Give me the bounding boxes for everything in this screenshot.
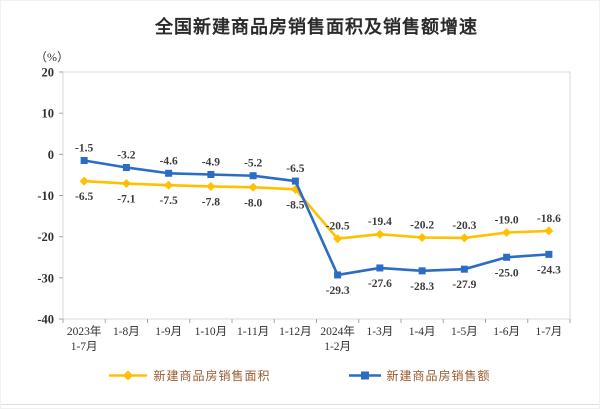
legend-item-sales-amount: 新建商品房销售额 (348, 367, 491, 384)
data-point-marker (375, 229, 385, 239)
square-marker-icon (360, 371, 369, 380)
data-point-marker (207, 171, 215, 179)
data-point-label: -3.2 (117, 150, 135, 162)
series-sales-amount: -1.5 -3.2 -4.6 -4.9 -5.2 -6.5 -29.3 -27.6 -28.3 -… (75, 143, 561, 297)
data-point-label: -7.5 (160, 195, 178, 207)
legend-label-sales-amount: 新建商品房销售额 (386, 369, 491, 383)
x-axis-label: 1-9月 (155, 326, 182, 338)
data-point-marker (418, 267, 426, 275)
data-point-marker (460, 265, 468, 273)
x-axis-label: 1-8月 (113, 326, 140, 338)
data-point-marker (376, 264, 384, 272)
data-point-label: -7.1 (117, 194, 135, 206)
data-point-marker (164, 180, 174, 190)
data-point-label: -8.0 (244, 197, 262, 209)
data-point-label: -29.3 (326, 285, 350, 297)
data-point-marker (79, 176, 89, 186)
x-axis-label: 1-12月 (279, 326, 312, 338)
data-point-label: -18.6 (537, 213, 561, 225)
x-axis-label: 2023年 1-7月 (67, 324, 102, 353)
data-point-marker (333, 234, 343, 244)
series-line (82, 179, 551, 241)
line-chart: 20 10 0 -10 -20 -30 -40 2023年 1-7月 1-8月 1-9月 1-10月 1… (37, 66, 571, 353)
data-point-marker (334, 271, 342, 279)
x-axis-label: 1-7月 (535, 326, 562, 338)
sales-area-legend-marker-icon (109, 370, 148, 381)
data-point-label: -4.9 (202, 157, 220, 169)
data-point-label: -5.2 (244, 158, 262, 170)
data-point-marker (249, 172, 257, 180)
data-point-marker (80, 157, 88, 165)
data-point-marker (206, 181, 216, 191)
data-point-label: -27.6 (368, 278, 392, 290)
data-point-label: -25.0 (495, 267, 519, 279)
y-axis-label: 10 (42, 107, 55, 121)
series-sales-area: -6.5 -7.1 -7.5 -7.8 -8.0 -8.5 -20.5 -19.4 -20.2 -… (75, 176, 561, 244)
data-point-label: -19.4 (368, 216, 392, 228)
data-point-label: -6.5 (75, 191, 93, 203)
y-axis-label: -30 (37, 271, 54, 285)
data-point-label: -20.5 (326, 221, 350, 233)
data-point-marker (248, 182, 258, 192)
data-point-marker (121, 179, 131, 189)
x-axis-label: 1-10月 (195, 326, 228, 338)
data-point-label: -20.2 (410, 219, 434, 231)
series-line (82, 159, 551, 277)
y-axis-unit-label: （%） (35, 50, 69, 64)
plot-border (62, 71, 571, 320)
data-point-marker (122, 164, 130, 172)
data-point-marker (545, 250, 553, 258)
legend-item-sales-area: 新建商品房销售面积 (109, 367, 270, 384)
data-point-marker (502, 228, 512, 238)
chart-legend: 新建商品房销售面积 新建商品房销售额 (1, 367, 599, 384)
x-axis-label: 1-4月 (409, 326, 436, 338)
data-point-marker (503, 253, 511, 261)
data-point-label: -24.3 (537, 264, 561, 276)
data-point-label: -6.5 (286, 163, 304, 175)
data-point-marker (544, 226, 554, 236)
x-axis-label: 1-3月 (366, 326, 393, 338)
x-axis-label: 1-5月 (451, 326, 478, 338)
chart-title: 全国新建商品房销售面积及销售额增速 (155, 17, 478, 37)
x-axis-label: 1-11月 (237, 326, 269, 338)
data-point-label: -28.3 (410, 281, 434, 293)
data-point-label: -20.3 (452, 220, 476, 232)
data-point-marker (417, 232, 427, 242)
data-point-label: -4.6 (160, 155, 178, 167)
data-point-marker (291, 177, 299, 185)
diamond-marker-icon (123, 370, 134, 381)
x-axis-label: 2024年 1-2月 (320, 324, 355, 353)
data-point-marker (165, 169, 173, 177)
x-axis-label: 1-6月 (493, 326, 520, 338)
y-axis-label: -20 (37, 230, 54, 244)
data-point-marker (459, 233, 469, 243)
legend-label-sales-area: 新建商品房销售面积 (153, 369, 271, 383)
y-axis-label: 0 (48, 148, 54, 162)
y-axis-label: 20 (42, 66, 55, 80)
data-point-label: -8.5 (286, 199, 304, 211)
y-axis-label: -10 (37, 189, 54, 203)
page-divider (1, 404, 599, 405)
data-point-label: -19.0 (495, 215, 519, 227)
data-point-label: -7.8 (202, 196, 220, 208)
sales-amount-legend-marker-icon (348, 371, 381, 380)
y-axis-label: -40 (37, 313, 54, 327)
data-point-label: -27.9 (452, 279, 476, 291)
data-point-label: -1.5 (75, 143, 93, 155)
